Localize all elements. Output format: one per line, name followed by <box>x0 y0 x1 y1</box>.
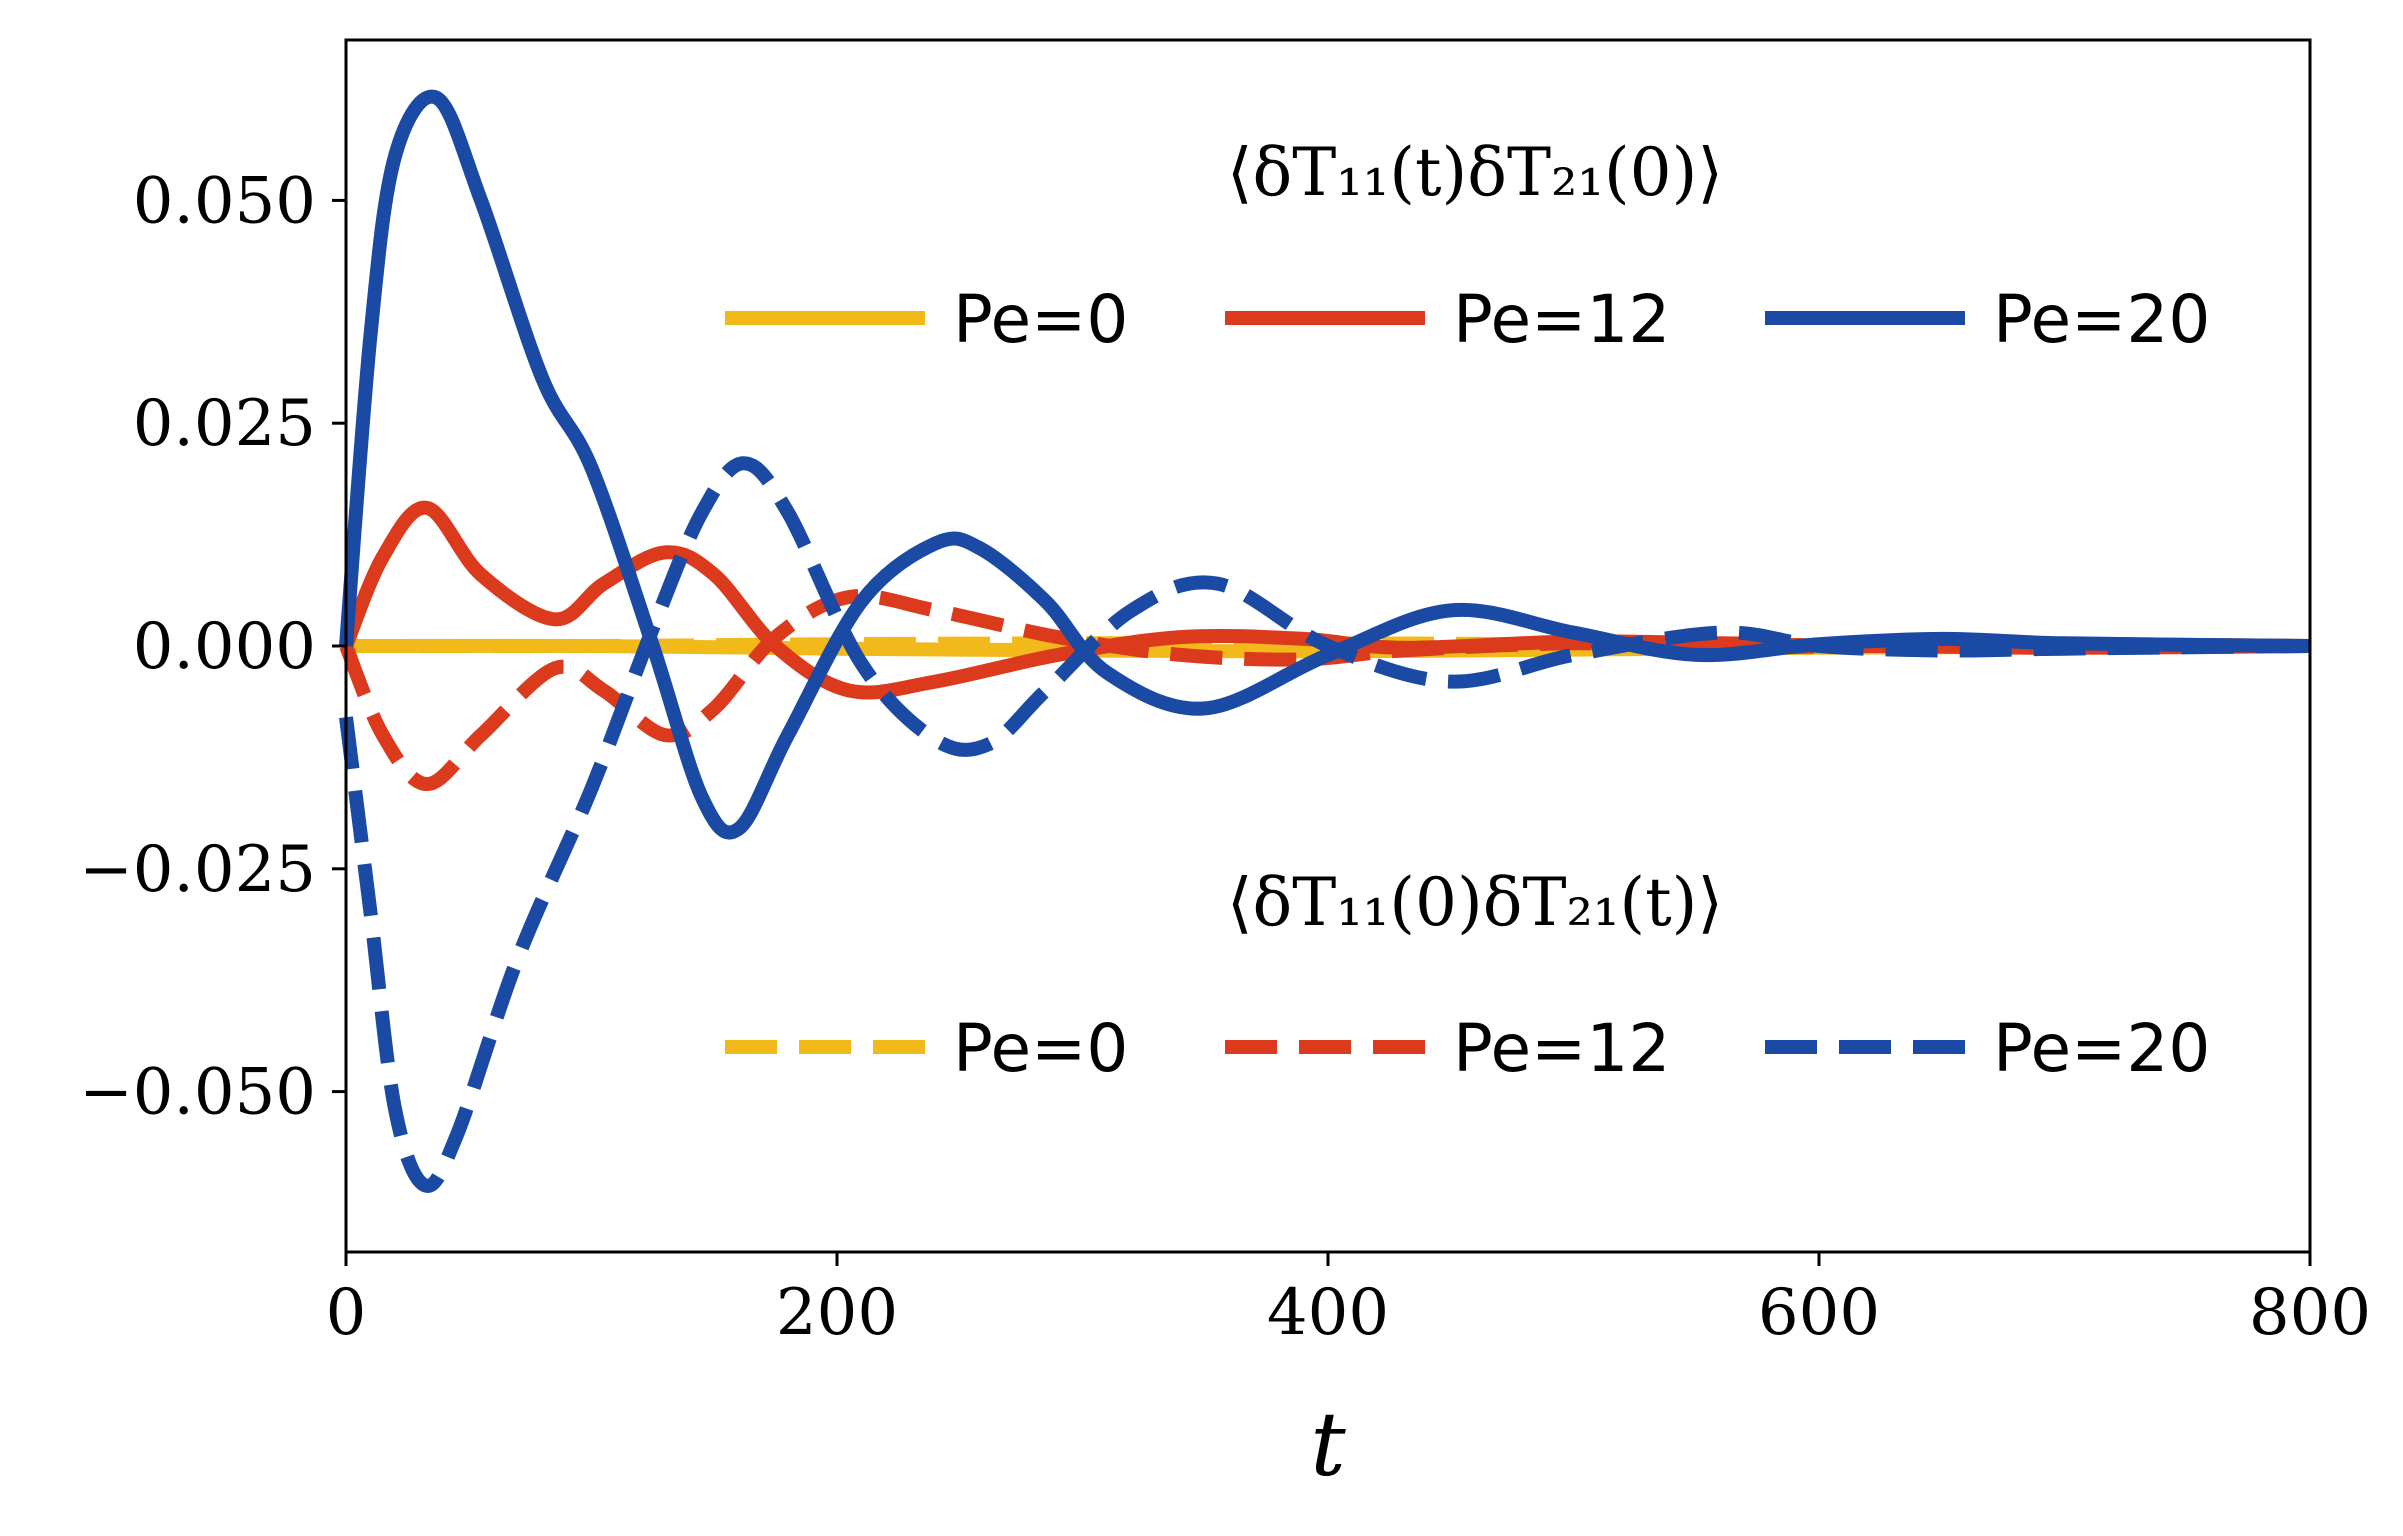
legend-dashed: ⟨δT₁₁(0)δT₂₁(t)⟩ Pe=0 Pe=12 Pe=20 <box>725 864 2210 1087</box>
x-tick-label: 200 <box>776 1276 898 1350</box>
x-tick-label: 800 <box>2249 1276 2371 1350</box>
ticks-layer: 0 200 400 600 800 0.050 0.025 0.000 −0.025 −0.050 <box>79 164 2371 1350</box>
legend-label-pe0-dashed: Pe=0 <box>953 1010 1128 1087</box>
x-tick-label: 600 <box>1758 1276 1880 1350</box>
legend-label-pe12-solid: Pe=12 <box>1453 281 1670 358</box>
legend-label-pe0-solid: Pe=0 <box>953 281 1128 358</box>
legend-label-pe12-dashed: Pe=12 <box>1453 1010 1670 1087</box>
series-line-pe20-solid <box>339 89 2311 840</box>
legend-label-pe20-dashed: Pe=20 <box>1993 1010 2210 1087</box>
legend-solid-title: ⟨δT₁₁(t)δT₂₁(0)⟩ <box>1227 134 1723 211</box>
y-tick-label: −0.050 <box>79 1056 316 1130</box>
legend-dashed-title: ⟨δT₁₁(0)δT₂₁(t)⟩ <box>1227 864 1723 941</box>
x-tick-label: 0 <box>326 1276 367 1350</box>
y-tick-label: −0.025 <box>79 833 316 907</box>
series-line-pe20-dashed <box>339 456 2311 1193</box>
legend-solid: ⟨δT₁₁(t)δT₂₁(0)⟩ Pe=0 Pe=12 Pe=20 <box>725 134 2210 358</box>
y-tick-label: 0.025 <box>133 387 316 461</box>
legend-label-pe20-solid: Pe=20 <box>1993 281 2210 358</box>
series-layer <box>339 89 2311 1193</box>
y-tick-label: 0.050 <box>133 164 316 238</box>
legend-solid-entries: Pe=0 Pe=12 Pe=20 <box>725 281 2210 358</box>
legend-dashed-entries: Pe=0 Pe=12 Pe=20 <box>725 1010 2210 1087</box>
y-tick-label: 0.000 <box>133 610 316 684</box>
x-axis-title: t <box>1310 1393 1346 1496</box>
x-tick-label: 400 <box>1267 1276 1389 1350</box>
